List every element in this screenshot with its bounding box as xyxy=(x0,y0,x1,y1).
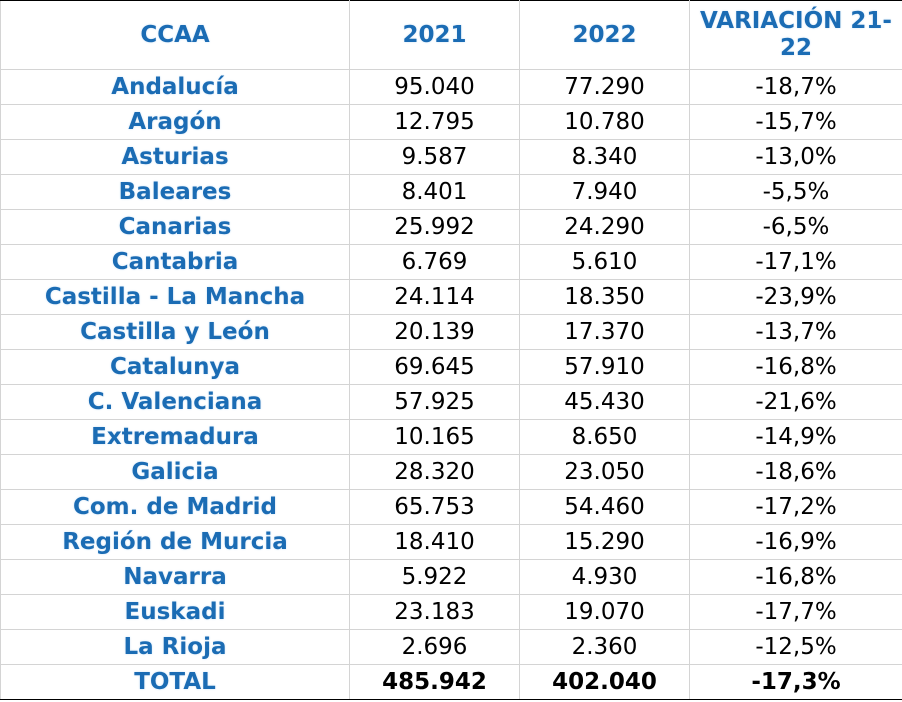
cell: 12.795 xyxy=(349,104,520,140)
cell: 2.360 xyxy=(519,629,690,665)
table-row: Baleares 8.401 7.940 -5,5% xyxy=(0,174,902,210)
cell: 8.401 xyxy=(349,174,520,210)
cell: 9.587 xyxy=(349,139,520,175)
row-label: Catalunya xyxy=(0,349,350,385)
cell: -23,9% xyxy=(689,279,902,315)
table-row: Cantabria 6.769 5.610 -17,1% xyxy=(0,244,902,280)
cell: 23.183 xyxy=(349,594,520,630)
cell: 18.410 xyxy=(349,524,520,560)
cell: -12,5% xyxy=(689,629,902,665)
cell: -14,9% xyxy=(689,419,902,455)
table-row: Com. de Madrid 65.753 54.460 -17,2% xyxy=(0,489,902,525)
row-label: La Rioja xyxy=(0,629,350,665)
cell: -17,2% xyxy=(689,489,902,525)
table-row: Asturias 9.587 8.340 -13,0% xyxy=(0,139,902,175)
cell: 18.350 xyxy=(519,279,690,315)
cell: 15.290 xyxy=(519,524,690,560)
cell: -17,7% xyxy=(689,594,902,630)
cell: 24.290 xyxy=(519,209,690,245)
cell: -5,5% xyxy=(689,174,902,210)
table-row: Andalucía 95.040 77.290 -18,7% xyxy=(0,69,902,105)
table-row: Extremadura 10.165 8.650 -14,9% xyxy=(0,419,902,455)
table-row: La Rioja 2.696 2.360 -12,5% xyxy=(0,629,902,665)
cell: 69.645 xyxy=(349,349,520,385)
cell: 5.610 xyxy=(519,244,690,280)
cell: 19.070 xyxy=(519,594,690,630)
cell: 28.320 xyxy=(349,454,520,490)
cell: 8.340 xyxy=(519,139,690,175)
cell: 7.940 xyxy=(519,174,690,210)
row-label: Cantabria xyxy=(0,244,350,280)
table-row: Aragón 12.795 10.780 -15,7% xyxy=(0,104,902,140)
cell: 10.165 xyxy=(349,419,520,455)
cell: -13,7% xyxy=(689,314,902,350)
cell: -17,1% xyxy=(689,244,902,280)
cell: 57.910 xyxy=(519,349,690,385)
table-row: TOTAL 485.942 402.040 -17,3% xyxy=(0,664,902,700)
cell: 95.040 xyxy=(349,69,520,105)
table-row: C. Valenciana 57.925 45.430 -21,6% xyxy=(0,384,902,420)
cell: -17,3% xyxy=(689,664,902,700)
row-label: Castilla - La Mancha xyxy=(0,279,350,315)
table-row: Navarra 5.922 4.930 -16,8% xyxy=(0,559,902,595)
cell: 45.430 xyxy=(519,384,690,420)
table-row: CCAA 2021 2022 VARIACIÓN 21-22 xyxy=(0,0,902,70)
row-label: Extremadura xyxy=(0,419,350,455)
row-label: TOTAL xyxy=(0,664,350,700)
cell: -13,0% xyxy=(689,139,902,175)
cell: 20.139 xyxy=(349,314,520,350)
cell: 17.370 xyxy=(519,314,690,350)
table-row: Castilla y León 20.139 17.370 -13,7% xyxy=(0,314,902,350)
cell: -6,5% xyxy=(689,209,902,245)
cell: 65.753 xyxy=(349,489,520,525)
row-label: Baleares xyxy=(0,174,350,210)
row-label: CCAA xyxy=(0,0,350,70)
cell: -18,7% xyxy=(689,69,902,105)
cell: 77.290 xyxy=(519,69,690,105)
cell: 402.040 xyxy=(519,664,690,700)
cell: -15,7% xyxy=(689,104,902,140)
row-label: Euskadi xyxy=(0,594,350,630)
cell: 485.942 xyxy=(349,664,520,700)
row-label: Navarra xyxy=(0,559,350,595)
cell: 23.050 xyxy=(519,454,690,490)
row-label: Andalucía xyxy=(0,69,350,105)
row-label: Región de Murcia xyxy=(0,524,350,560)
cell: -21,6% xyxy=(689,384,902,420)
cell: 8.650 xyxy=(519,419,690,455)
cell: 54.460 xyxy=(519,489,690,525)
cell: 4.930 xyxy=(519,559,690,595)
cell: -16,8% xyxy=(689,349,902,385)
row-label: Galicia xyxy=(0,454,350,490)
cell: 6.769 xyxy=(349,244,520,280)
row-label: C. Valenciana xyxy=(0,384,350,420)
cell: 25.992 xyxy=(349,209,520,245)
cell: -16,9% xyxy=(689,524,902,560)
cell: 10.780 xyxy=(519,104,690,140)
table-row: Galicia 28.320 23.050 -18,6% xyxy=(0,454,902,490)
row-label: Asturias xyxy=(0,139,350,175)
row-label: Com. de Madrid xyxy=(0,489,350,525)
cell: 24.114 xyxy=(349,279,520,315)
row-label: Castilla y León xyxy=(0,314,350,350)
cell: VARIACIÓN 21-22 xyxy=(689,0,902,70)
cell: 2.696 xyxy=(349,629,520,665)
cell: 5.922 xyxy=(349,559,520,595)
table-row: Castilla - La Mancha 24.114 18.350 -23,9% xyxy=(0,279,902,315)
cell: 2021 xyxy=(349,0,520,70)
cell: -16,8% xyxy=(689,559,902,595)
cell: 57.925 xyxy=(349,384,520,420)
table-row: Euskadi 23.183 19.070 -17,7% xyxy=(0,594,902,630)
table-row: Región de Murcia 18.410 15.290 -16,9% xyxy=(0,524,902,560)
table-row: Catalunya 69.645 57.910 -16,8% xyxy=(0,349,902,385)
cell: 2022 xyxy=(519,0,690,70)
cell: -18,6% xyxy=(689,454,902,490)
table-row: Canarias 25.992 24.290 -6,5% xyxy=(0,209,902,245)
row-label: Aragón xyxy=(0,104,350,140)
row-label: Canarias xyxy=(0,209,350,245)
